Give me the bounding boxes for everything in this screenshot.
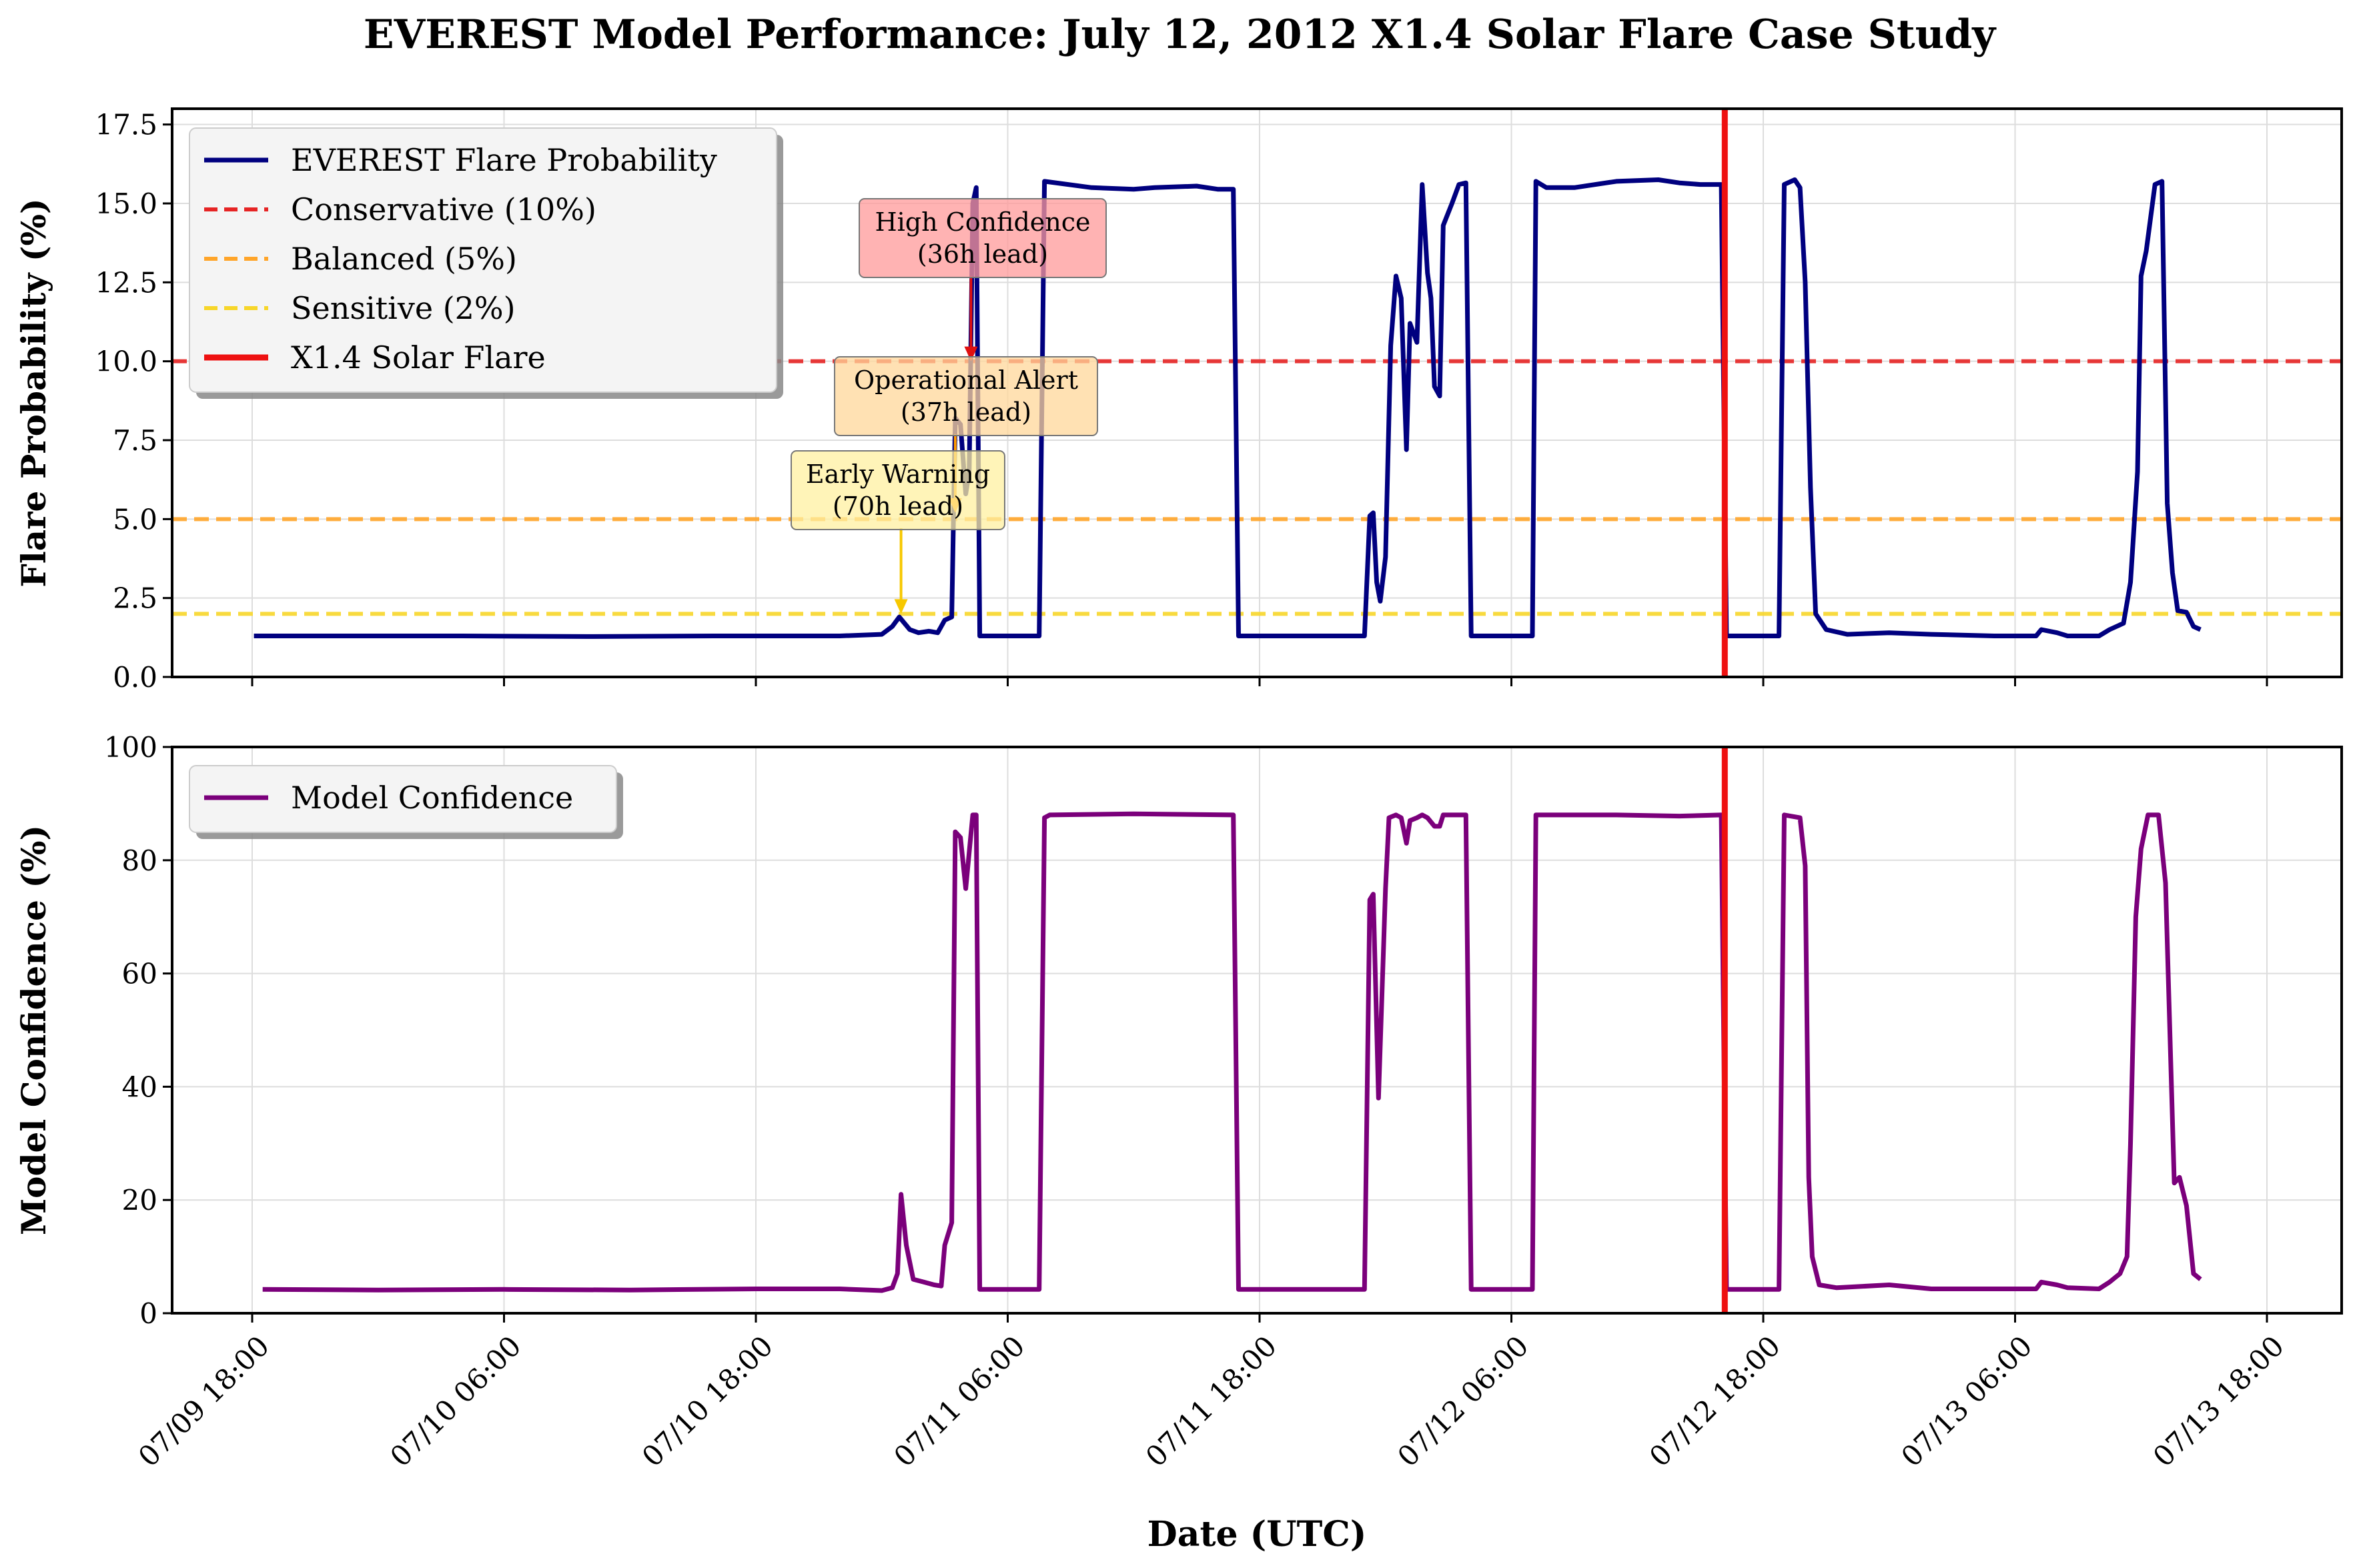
annotation-title: Operational Alert [854,365,1078,395]
y-tick-label: 17.5 [95,109,157,141]
y-tick-label: 80 [122,844,157,877]
annotation-title: Early Warning [806,460,990,489]
legend-label: Sensitive (2%) [291,290,516,326]
probability-y-axis-label: Flare Probability (%) [14,198,53,587]
annotation-arrowhead [894,599,908,614]
y-tick-label: 10.0 [95,345,157,378]
y-tick-label: 0.0 [113,661,157,694]
y-tick-label: 5.0 [113,503,157,536]
probability-x-ticks [251,677,2268,686]
y-tick-label: 0 [139,1297,157,1330]
annotation-box [791,450,1005,530]
confidence-y-ticks: 0 20 40 60 80 100 [104,731,172,1330]
y-tick-label: 100 [104,731,157,764]
annotation-arrowhead [964,346,978,361]
annotation-title: High Confidence [875,207,1091,237]
legend-box [189,127,777,393]
y-tick-label: 40 [122,1070,157,1103]
legend-label: EVEREST Flare Probability [291,142,717,178]
y-tick-label: 20 [122,1184,157,1217]
confidence-axes-frame [171,746,2343,1315]
legend-label: Balanced (5%) [291,241,517,277]
legend-label: X1.4 Solar Flare [291,339,546,375]
annotation-box [834,356,1098,436]
probability-axes-frame [171,107,2343,678]
confidence-legend: Model Confidence [189,765,623,839]
lead-time-annotations: High Confidence(36h lead) Operational Ale… [791,198,1107,614]
x-axis-label: Date (UTC) [1147,1514,1367,1555]
probability-legend: EVEREST Flare Probability Conservative (1… [189,127,783,399]
annotation-lead: (70h lead) [833,492,963,521]
y-tick-label: 7.5 [113,424,157,457]
legend-box [189,765,617,833]
annotation-lead: (36h lead) [917,239,1048,269]
legend-label: Conservative (10%) [291,191,596,227]
confidence-y-axis-label: Model Confidence (%) [14,825,53,1235]
probability-y-ticks: 0.0 2.5 5.0 7.5 10.0 12.5 15.0 17.5 [95,109,172,694]
annotation-box [859,198,1107,278]
y-tick-label: 12.5 [95,266,157,299]
probability-panel: High Confidence(36h lead) Operational Ale… [14,107,2343,694]
y-tick-label: 15.0 [95,187,157,220]
chart-title: EVEREST Model Performance: July 12, 2012… [364,11,1997,58]
y-tick-label: 60 [122,958,157,990]
confidence-line [262,811,2202,1293]
y-tick-label: 2.5 [113,582,157,615]
legend-label: Model Confidence [291,780,573,816]
annotation-lead: (37h lead) [901,398,1031,427]
